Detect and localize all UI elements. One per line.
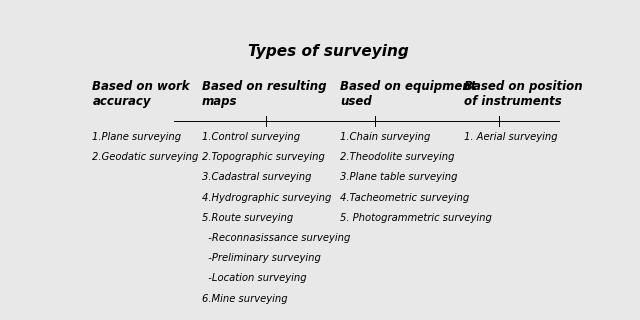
Text: 5. Photogrammetric surveying: 5. Photogrammetric surveying — [340, 213, 492, 223]
Text: 3.Plane table surveying: 3.Plane table surveying — [340, 172, 458, 182]
Text: 4.Hydrographic surveying: 4.Hydrographic surveying — [202, 193, 331, 203]
Text: 2.Geodatic surveying: 2.Geodatic surveying — [92, 152, 199, 162]
Text: Based on work
accuracy: Based on work accuracy — [92, 80, 190, 108]
Text: -Reconnasissance surveying: -Reconnasissance surveying — [202, 233, 350, 243]
Text: 4.Tacheometric surveying: 4.Tacheometric surveying — [340, 193, 470, 203]
Text: 1.Plane surveying: 1.Plane surveying — [92, 132, 182, 142]
Text: -Location surveying: -Location surveying — [202, 274, 306, 284]
Text: Based on position
of instruments: Based on position of instruments — [465, 80, 583, 108]
Text: 2.Theodolite surveying: 2.Theodolite surveying — [340, 152, 455, 162]
Text: 1. Aerial surveying: 1. Aerial surveying — [465, 132, 558, 142]
Text: 3.Cadastral surveying: 3.Cadastral surveying — [202, 172, 311, 182]
Text: 6.Mine surveying: 6.Mine surveying — [202, 294, 287, 304]
Text: Based on resulting
maps: Based on resulting maps — [202, 80, 326, 108]
Text: 2.Topographic surveying: 2.Topographic surveying — [202, 152, 324, 162]
Text: 1.Control surveying: 1.Control surveying — [202, 132, 300, 142]
Text: -Preliminary surveying: -Preliminary surveying — [202, 253, 321, 263]
Text: 1.Chain surveying: 1.Chain surveying — [340, 132, 431, 142]
Text: 5.Route surveying: 5.Route surveying — [202, 213, 292, 223]
Text: Types of surveying: Types of surveying — [248, 44, 408, 60]
Text: Based on equipment
used: Based on equipment used — [340, 80, 477, 108]
